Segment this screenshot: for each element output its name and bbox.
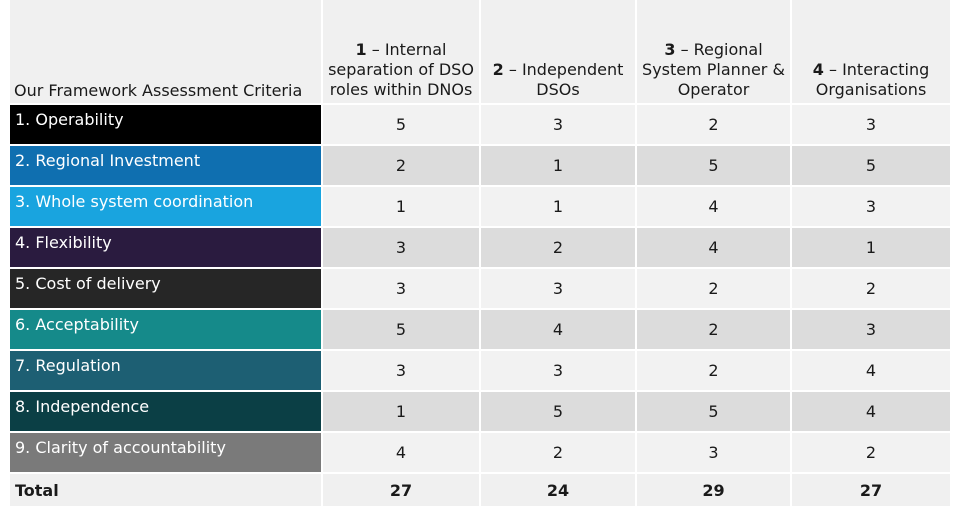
- option-title: – Internal separation of DSO roles withi…: [328, 40, 474, 99]
- criteria-header: Our Framework Assessment Criteria: [10, 0, 321, 103]
- score-cell: 3: [479, 103, 635, 144]
- score-cell: 4: [635, 185, 790, 226]
- score-cell: 1: [479, 144, 635, 185]
- option-number: 1: [355, 40, 367, 59]
- score-cell: 2: [635, 267, 790, 308]
- score-cell: 2: [790, 267, 950, 308]
- total-value: 27: [321, 472, 479, 506]
- option-header-4: 4 – Interacting Organisations: [790, 0, 950, 103]
- score-cell: 3: [321, 349, 479, 390]
- score-cell: 4: [790, 349, 950, 390]
- score-cell: 3: [479, 267, 635, 308]
- option-number: 3: [664, 40, 676, 59]
- criteria-label: 6. Acceptability: [10, 308, 321, 349]
- criteria-label: 1. Operability: [10, 103, 321, 144]
- criteria-row: 1. Operability 5 3 2 3: [10, 103, 950, 144]
- total-row: Total 27 24 29 27: [10, 472, 950, 506]
- score-cell: 5: [635, 390, 790, 431]
- score-cell: 2: [479, 226, 635, 267]
- score-cell: 2: [790, 431, 950, 472]
- score-cell: 5: [790, 144, 950, 185]
- option-header-3: 3 – Regional System Planner & Operator: [635, 0, 790, 103]
- score-cell: 4: [790, 390, 950, 431]
- option-header-2: 2 – Independent DSOs: [479, 0, 635, 103]
- criteria-row: 2. Regional Investment 2 1 5 5: [10, 144, 950, 185]
- total-value: 27: [790, 472, 950, 506]
- criteria-label: 8. Independence: [10, 390, 321, 431]
- criteria-label: 4. Flexibility: [10, 226, 321, 267]
- score-cell: 3: [790, 103, 950, 144]
- option-title: – Interacting Organisations: [815, 60, 930, 99]
- criteria-row: 8. Independence 1 5 5 4: [10, 390, 950, 431]
- criteria-row: 6. Acceptability 5 4 2 3: [10, 308, 950, 349]
- criteria-label: 2. Regional Investment: [10, 144, 321, 185]
- assessment-table: Our Framework Assessment Criteria 1 – In…: [10, 0, 950, 506]
- criteria-label: 3. Whole system coordination: [10, 185, 321, 226]
- score-cell: 2: [321, 144, 479, 185]
- score-cell: 4: [479, 308, 635, 349]
- criteria-label: 7. Regulation: [10, 349, 321, 390]
- score-cell: 1: [321, 185, 479, 226]
- score-cell: 3: [321, 226, 479, 267]
- score-cell: 2: [635, 308, 790, 349]
- score-cell: 3: [790, 185, 950, 226]
- score-cell: 2: [479, 431, 635, 472]
- score-cell: 3: [479, 349, 635, 390]
- criteria-label: 5. Cost of delivery: [10, 267, 321, 308]
- score-cell: 5: [321, 308, 479, 349]
- score-cell: 1: [479, 185, 635, 226]
- criteria-row: 5. Cost of delivery 3 3 2 2: [10, 267, 950, 308]
- total-value: 29: [635, 472, 790, 506]
- score-cell: 1: [790, 226, 950, 267]
- criteria-label: 9. Clarity of accountability: [10, 431, 321, 472]
- total-label: Total: [10, 472, 321, 506]
- criteria-row: 9. Clarity of accountability 4 2 3 2: [10, 431, 950, 472]
- assessment-table-container: Our Framework Assessment Criteria 1 – In…: [10, 0, 950, 506]
- option-number: 2: [492, 60, 504, 79]
- option-title: – Independent DSOs: [508, 60, 624, 99]
- score-cell: 3: [321, 267, 479, 308]
- total-value: 24: [479, 472, 635, 506]
- score-cell: 3: [635, 431, 790, 472]
- score-cell: 5: [479, 390, 635, 431]
- header-row: Our Framework Assessment Criteria 1 – In…: [10, 0, 950, 103]
- option-number: 4: [812, 60, 824, 79]
- criteria-row: 3. Whole system coordination 1 1 4 3: [10, 185, 950, 226]
- option-header-1: 1 – Internal separation of DSO roles wit…: [321, 0, 479, 103]
- option-title: – Regional System Planner & Operator: [642, 40, 785, 99]
- score-cell: 2: [635, 349, 790, 390]
- score-cell: 5: [321, 103, 479, 144]
- criteria-row: 7. Regulation 3 3 2 4: [10, 349, 950, 390]
- score-cell: 5: [635, 144, 790, 185]
- score-cell: 2: [635, 103, 790, 144]
- score-cell: 1: [321, 390, 479, 431]
- score-cell: 4: [321, 431, 479, 472]
- score-cell: 4: [635, 226, 790, 267]
- criteria-row: 4. Flexibility 3 2 4 1: [10, 226, 950, 267]
- score-cell: 3: [790, 308, 950, 349]
